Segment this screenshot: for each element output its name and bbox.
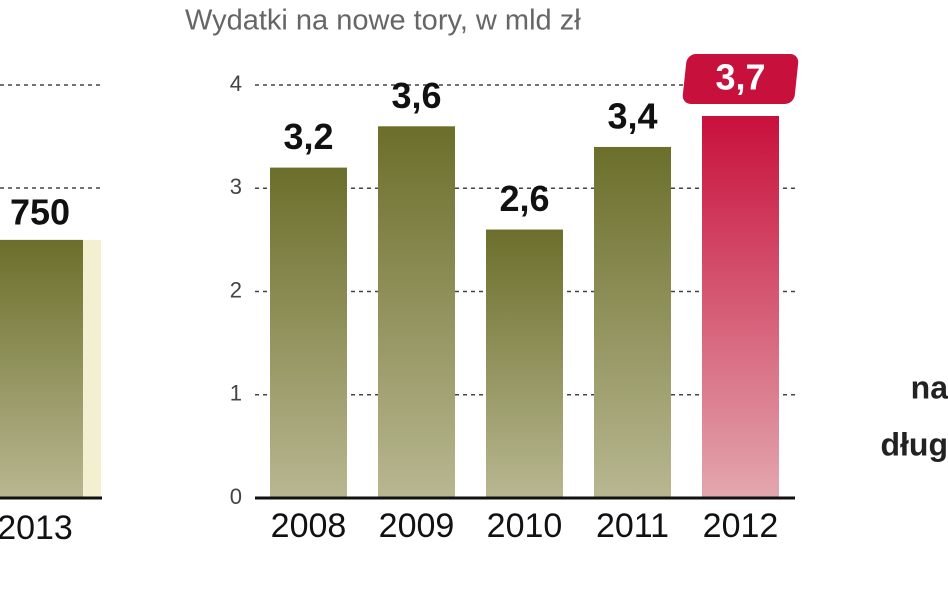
- bar: [0, 239, 83, 498]
- bar: [378, 126, 455, 499]
- value-label: 2,6: [499, 178, 549, 219]
- x-tick-label: 2011: [596, 507, 669, 545]
- y-tick-label: 3: [230, 174, 242, 199]
- x-tick-label: 2012: [703, 507, 779, 545]
- chart-title: Wydatki na nowe tory, w mld zł: [185, 5, 581, 37]
- value-label: 3,2: [283, 116, 333, 157]
- x-tick-label: 2013: [0, 509, 73, 547]
- value-label: 3,6: [391, 75, 441, 116]
- x-tick-label: 2010: [487, 507, 563, 545]
- y-tick-label: 0: [230, 484, 242, 509]
- side-text: dług: [880, 426, 948, 462]
- y-tick-label: 4: [230, 71, 242, 96]
- value-label-box: [682, 53, 799, 104]
- value-label: 3,4: [607, 95, 657, 136]
- bar: [486, 229, 563, 499]
- bar: [594, 146, 671, 498]
- value-label: 3,7: [715, 56, 765, 97]
- bar: [270, 167, 347, 498]
- x-tick-label: 2008: [271, 507, 347, 545]
- x-tick-label: 2009: [379, 507, 455, 545]
- bar: [702, 115, 779, 498]
- bar-shadow: [83, 239, 101, 498]
- value-label: 750: [10, 191, 70, 232]
- y-tick-label: 1: [230, 381, 242, 406]
- y-tick-label: 2: [230, 277, 242, 302]
- side-text: na: [911, 369, 948, 405]
